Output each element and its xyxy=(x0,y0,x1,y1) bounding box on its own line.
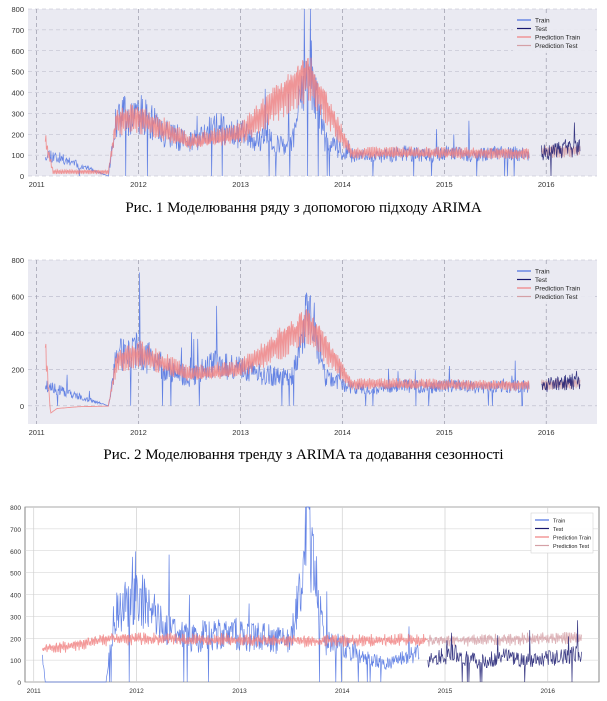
y-tick-label: 600 xyxy=(10,549,21,556)
x-tick-label: 2014 xyxy=(335,688,350,695)
x-tick-label: 2011 xyxy=(27,688,41,695)
series-line-test xyxy=(541,370,581,393)
y-tick-label: 200 xyxy=(11,365,24,374)
y-tick-label: 400 xyxy=(11,329,24,338)
y-tick-label: 700 xyxy=(11,26,24,35)
chart-2-canvas: 0 200 400 600 800 2011 2012 2013 2014 2015 2016 Tra… xyxy=(11,256,597,437)
legend-label: Prediction Test xyxy=(535,43,578,50)
x-tick-label: 2012 xyxy=(130,428,147,437)
x-tick-label: 2015 xyxy=(438,688,453,695)
series-line-prediction-test xyxy=(541,378,581,391)
x-tick-label: 2016 xyxy=(538,180,555,189)
series-line-prediction-test xyxy=(427,631,582,647)
x-tick-label: 2012 xyxy=(129,688,144,695)
x-tick-label: 2014 xyxy=(334,180,351,189)
legend-label: Prediction Test xyxy=(553,544,589,550)
legend-label: Train xyxy=(535,18,550,25)
chart-3-canvas: 0 100 200 300 400 500 600 700 800 2011 2012 2013 201… xyxy=(10,505,600,695)
y-tick-label: 500 xyxy=(10,571,21,578)
x-tick-label: 2011 xyxy=(29,428,45,437)
y-tick-label: 600 xyxy=(11,292,24,301)
chart-arima-trend-seasonality: 0 200 400 600 800 2011 2012 2013 2014 2015 2016 Tra… xyxy=(0,252,607,438)
legend-label: Prediction Train xyxy=(553,536,591,542)
chart-prediction-model: 0 100 200 300 400 500 600 700 800 2011 2012 2013 201… xyxy=(0,496,607,696)
legend-label: Prediction Test xyxy=(535,294,578,301)
legend-label: Prediction Train xyxy=(535,286,581,293)
series-line-prediction-train xyxy=(42,632,429,653)
legend-label: Test xyxy=(535,277,547,284)
x-tick-label: 2011 xyxy=(29,180,45,189)
x-tick-label: 2013 xyxy=(232,688,247,695)
series-line-test xyxy=(427,620,582,683)
y-tick-label: 100 xyxy=(11,151,24,160)
x-tick-label: 2016 xyxy=(538,428,555,437)
y-tick-label: 300 xyxy=(10,614,21,621)
series-line-prediction-train xyxy=(44,57,530,175)
y-tick-label: 800 xyxy=(11,256,24,265)
y-tick-label: 300 xyxy=(11,109,24,118)
y-tick-label: 500 xyxy=(11,68,24,77)
y-tick-label: 0 xyxy=(20,402,24,411)
x-tick-label: 2012 xyxy=(130,180,147,189)
y-tick-label: 200 xyxy=(11,130,24,139)
y-tick-label: 600 xyxy=(11,47,24,56)
legend-label: Test xyxy=(553,527,564,533)
y-tick-label: 200 xyxy=(10,636,21,643)
chart-1-canvas: 0 100 200 300 400 500 600 700 800 2011 2012 2013 201… xyxy=(11,5,597,189)
y-tick-label: 100 xyxy=(10,658,21,665)
y-tick-label: 800 xyxy=(11,5,24,14)
x-tick-label: 2014 xyxy=(334,428,351,437)
series-line-prediction-train xyxy=(44,309,530,414)
x-tick-label: 2016 xyxy=(541,688,556,695)
y-tick-label: 400 xyxy=(10,593,21,600)
y-tick-label: 700 xyxy=(10,527,21,534)
chart-arima-series: 0 100 200 300 400 500 600 700 800 2011 2012 2013 201… xyxy=(0,0,607,196)
legend-label: Test xyxy=(535,26,547,33)
caption-figure-2: Рис. 2 Моделювання тренду з ARIMA та дод… xyxy=(103,447,504,463)
series-line-train xyxy=(42,506,420,683)
legend-label: Train xyxy=(535,269,550,276)
y-tick-label: 0 xyxy=(20,172,24,181)
x-tick-label: 2015 xyxy=(436,428,453,437)
series-line-train xyxy=(44,8,530,177)
series-line-test xyxy=(541,122,581,177)
x-tick-label: 2015 xyxy=(436,180,453,189)
legend-label: Prediction Train xyxy=(535,35,581,42)
x-tick-label: 2013 xyxy=(232,428,249,437)
caption-figure-1: Рис. 1 Моделювання ряду з допомогою підх… xyxy=(125,200,482,216)
legend-label: Train xyxy=(553,519,565,525)
y-tick-label: 400 xyxy=(11,89,24,98)
x-tick-label: 2013 xyxy=(232,180,249,189)
y-tick-label: 0 xyxy=(17,680,21,687)
y-tick-label: 800 xyxy=(10,505,21,512)
